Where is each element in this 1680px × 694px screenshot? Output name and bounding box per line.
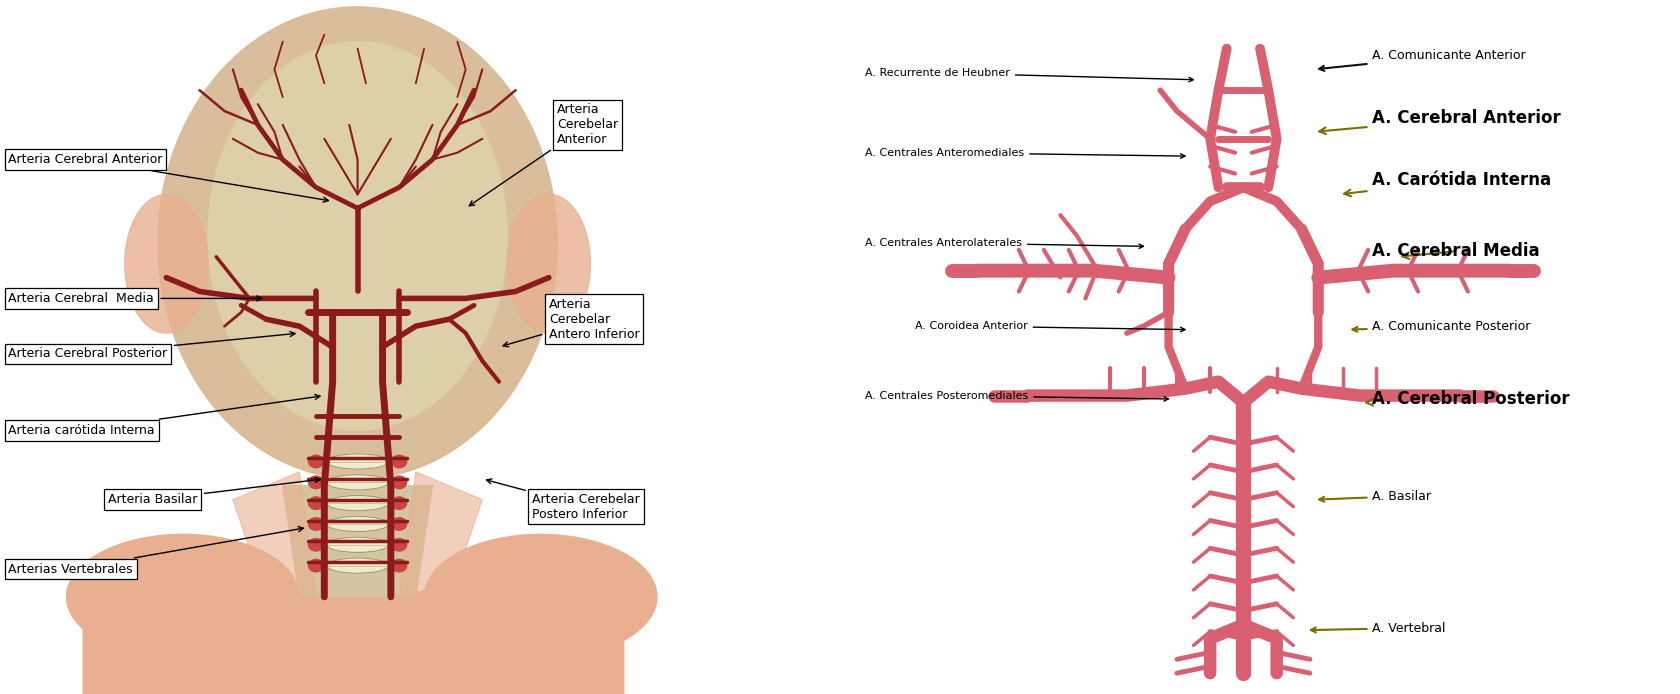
Text: A. Carótida Interna: A. Carótida Interna bbox=[1344, 171, 1551, 196]
Text: A. Cerebral Media: A. Cerebral Media bbox=[1373, 242, 1541, 260]
Ellipse shape bbox=[158, 7, 558, 479]
Ellipse shape bbox=[391, 559, 407, 572]
Text: A. Centrales Posteromediales: A. Centrales Posteromediales bbox=[865, 391, 1168, 401]
Text: Arteria Cerebelar
Postero Inferior: Arteria Cerebelar Postero Inferior bbox=[487, 479, 640, 520]
Ellipse shape bbox=[309, 455, 324, 468]
Text: Arteria Cerebral  Media: Arteria Cerebral Media bbox=[8, 292, 262, 305]
Text: A. Comunicante Posterior: A. Comunicante Posterior bbox=[1352, 320, 1530, 332]
Text: Arteria
Cerebelar
Antero Inferior: Arteria Cerebelar Antero Inferior bbox=[502, 298, 640, 347]
Ellipse shape bbox=[423, 534, 657, 659]
Text: A. Cerebral Anterior: A. Cerebral Anterior bbox=[1319, 109, 1561, 134]
Ellipse shape bbox=[309, 476, 324, 489]
Text: A. Basilar: A. Basilar bbox=[1319, 490, 1431, 502]
Ellipse shape bbox=[507, 194, 590, 333]
Ellipse shape bbox=[309, 539, 324, 551]
Text: Arteria carótida Interna: Arteria carótida Interna bbox=[8, 394, 319, 437]
Polygon shape bbox=[234, 472, 316, 597]
Ellipse shape bbox=[326, 516, 388, 532]
Text: Arteria Basilar: Arteria Basilar bbox=[108, 477, 319, 506]
Ellipse shape bbox=[309, 559, 324, 572]
Text: A. Centrales Anterolaterales: A. Centrales Anterolaterales bbox=[865, 238, 1144, 248]
Polygon shape bbox=[282, 486, 432, 597]
Ellipse shape bbox=[326, 496, 388, 511]
Text: A. Vertebral: A. Vertebral bbox=[1310, 622, 1446, 634]
Ellipse shape bbox=[309, 497, 324, 509]
Ellipse shape bbox=[124, 194, 208, 333]
Text: A. Cerebral Posterior: A. Cerebral Posterior bbox=[1366, 390, 1569, 408]
Ellipse shape bbox=[391, 518, 407, 530]
Ellipse shape bbox=[67, 534, 299, 659]
Text: A. Recurrente de Heubner: A. Recurrente de Heubner bbox=[865, 68, 1193, 82]
Text: A. Coroidea Anterior: A. Coroidea Anterior bbox=[916, 321, 1184, 332]
Ellipse shape bbox=[326, 454, 388, 469]
Ellipse shape bbox=[391, 497, 407, 509]
Polygon shape bbox=[84, 569, 623, 694]
Ellipse shape bbox=[326, 475, 388, 490]
Ellipse shape bbox=[309, 518, 324, 530]
Ellipse shape bbox=[158, 7, 558, 479]
Ellipse shape bbox=[326, 558, 388, 573]
Text: A. Comunicante Anterior: A. Comunicante Anterior bbox=[1319, 49, 1525, 71]
Ellipse shape bbox=[208, 42, 507, 430]
Ellipse shape bbox=[391, 455, 407, 468]
Text: Arterias Vertebrales: Arterias Vertebrales bbox=[8, 527, 304, 575]
Ellipse shape bbox=[326, 537, 388, 552]
Text: A. Centrales Anteromediales: A. Centrales Anteromediales bbox=[865, 148, 1184, 158]
Text: Arteria Cerebral Posterior: Arteria Cerebral Posterior bbox=[8, 332, 296, 360]
Ellipse shape bbox=[1152, 97, 1336, 389]
Ellipse shape bbox=[391, 539, 407, 551]
Text: Arteria Cerebral Anterior: Arteria Cerebral Anterior bbox=[8, 153, 328, 202]
Polygon shape bbox=[400, 472, 482, 597]
Text: Arteria
Cerebelar
Anterior: Arteria Cerebelar Anterior bbox=[469, 103, 618, 205]
Ellipse shape bbox=[391, 476, 407, 489]
